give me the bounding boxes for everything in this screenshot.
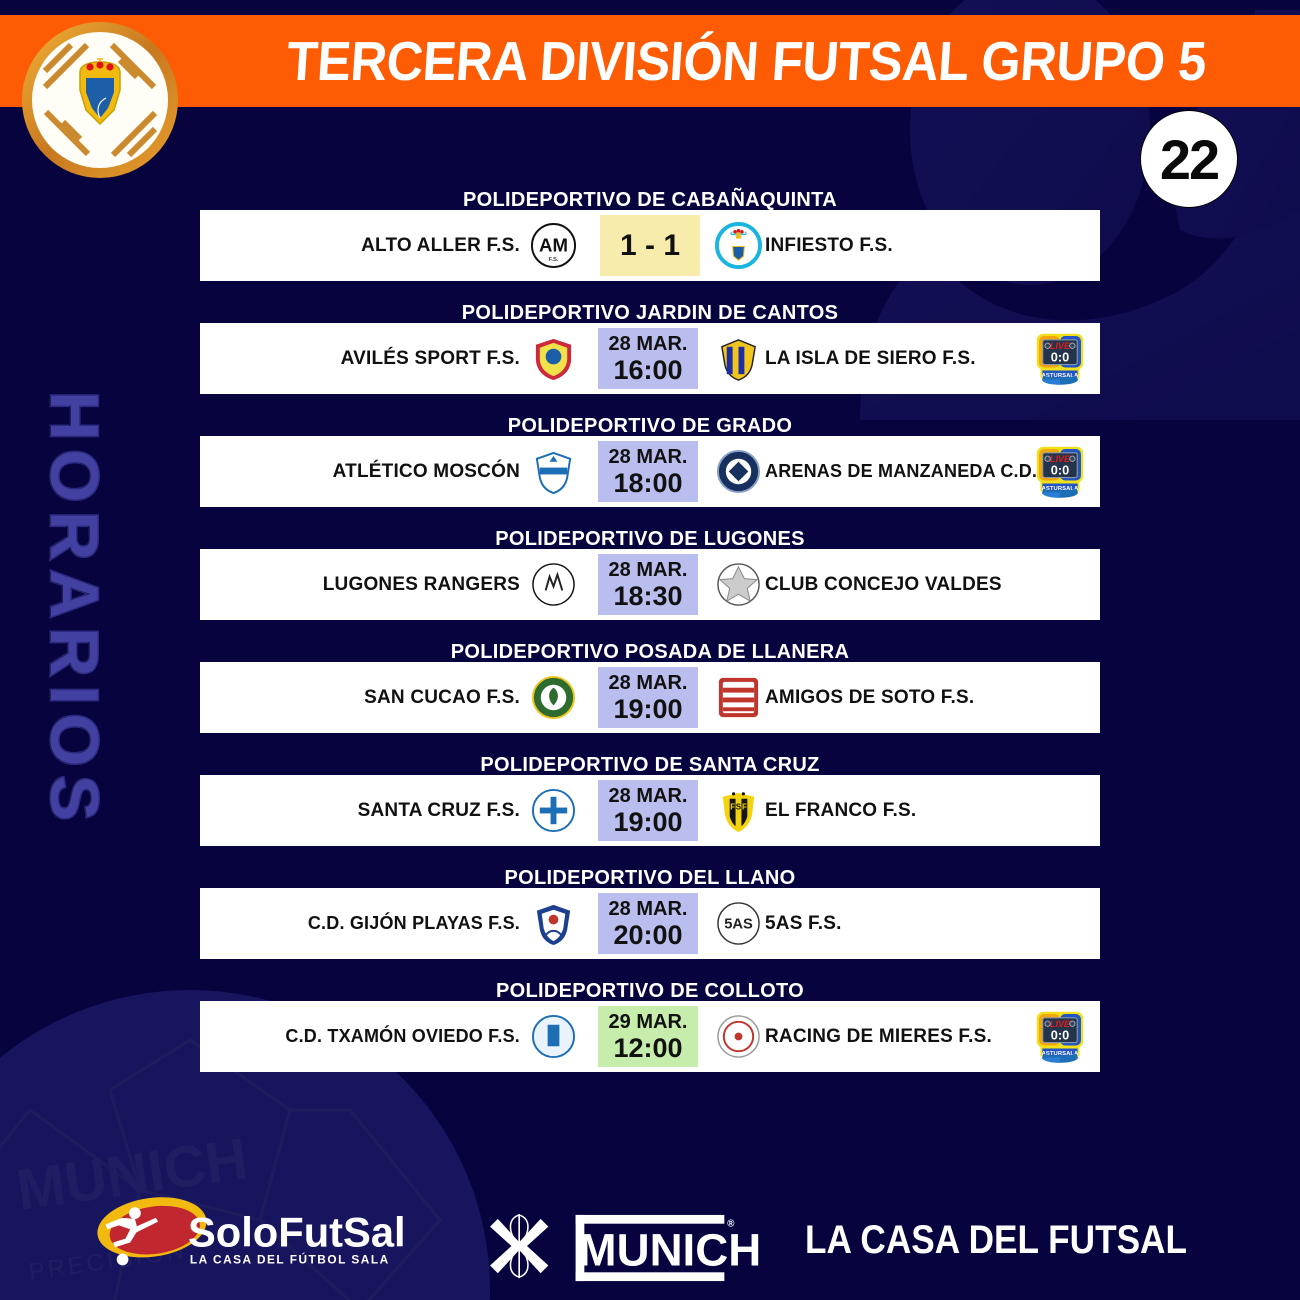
svg-text:F: F bbox=[730, 803, 735, 812]
svg-text:0:0: 0:0 bbox=[1051, 1028, 1069, 1043]
svg-text:0:0: 0:0 bbox=[1051, 350, 1069, 365]
svg-text:AM: AM bbox=[539, 234, 568, 255]
svg-text:S: S bbox=[736, 803, 741, 812]
svg-text:F: F bbox=[742, 803, 747, 812]
svg-text:5AS: 5AS bbox=[724, 916, 753, 932]
svg-text:F.S.: F.S. bbox=[548, 257, 558, 263]
svg-text:0:0: 0:0 bbox=[1051, 463, 1069, 478]
